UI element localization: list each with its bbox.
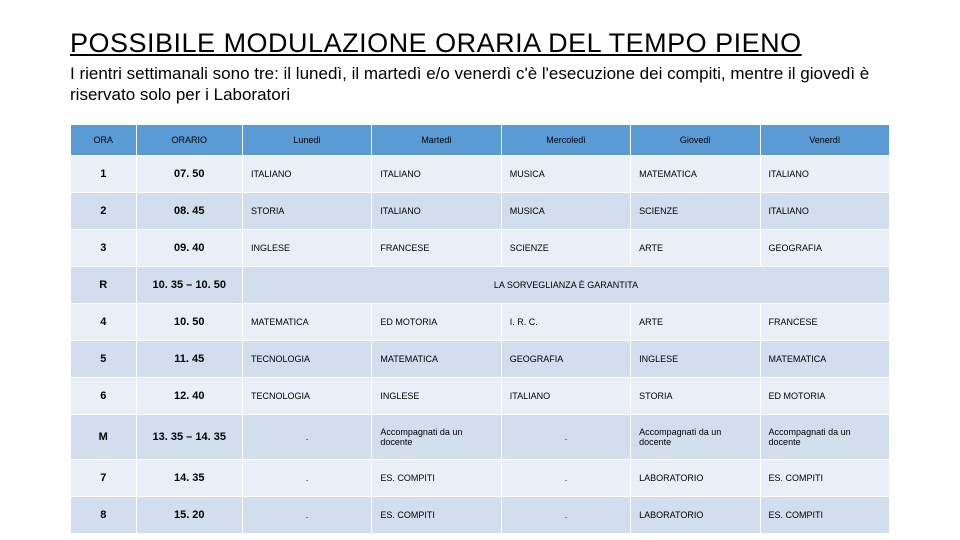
cell-ora: 5 — [71, 340, 137, 377]
col-header: Lunedì — [242, 124, 371, 155]
cell-orario: 08. 45 — [136, 192, 242, 229]
cell-subject: ITALIANO — [372, 155, 501, 192]
cell-subject: MATEMATICA — [631, 155, 760, 192]
page-title: POSSIBILE MODULAZIONE ORARIA DEL TEMPO P… — [70, 28, 890, 59]
cell-subject: . — [242, 496, 371, 533]
cell-ora: 7 — [71, 459, 137, 496]
cell-subject: INGLESE — [631, 340, 760, 377]
cell-orario: 11. 45 — [136, 340, 242, 377]
table-row: 410. 50MATEMATICAED MOTORIAI. R. C.ARTEF… — [71, 303, 890, 340]
table-row: M13. 35 – 14. 35.Accompagnati da un doce… — [71, 414, 890, 459]
cell-ora: R — [71, 266, 137, 303]
cell-subject: ARTE — [631, 303, 760, 340]
cell-subject: MUSICA — [501, 155, 630, 192]
cell-span-note: LA SORVEGLIANZA È GARANTITA — [242, 266, 889, 303]
cell-subject: INGLESE — [242, 229, 371, 266]
cell-subject: ED MOTORIA — [372, 303, 501, 340]
cell-subject: ES. COMPITI — [372, 459, 501, 496]
cell-subject: ITALIANO — [501, 377, 630, 414]
table-row: 107. 50ITALIANOITALIANOMUSICAMATEMATICAI… — [71, 155, 890, 192]
cell-subject: . — [242, 459, 371, 496]
cell-subject: ARTE — [631, 229, 760, 266]
cell-subject: GEOGRAFIA — [760, 229, 889, 266]
cell-subject: SCIENZE — [501, 229, 630, 266]
table-header: ORA ORARIO Lunedì Martedì Mercoledì Giov… — [71, 124, 890, 155]
table-row: 208. 45STORIAITALIANOMUSICASCIENZEITALIA… — [71, 192, 890, 229]
cell-subject: ES. COMPITI — [760, 496, 889, 533]
col-header: ORA — [71, 124, 137, 155]
cell-subject: I. R. C. — [501, 303, 630, 340]
table-row: 815. 20.ES. COMPITI.LABORATORIOES. COMPI… — [71, 496, 890, 533]
cell-subject: STORIA — [631, 377, 760, 414]
table-row: 309. 40INGLESEFRANCESESCIENZEARTEGEOGRAF… — [71, 229, 890, 266]
col-header: Martedì — [372, 124, 501, 155]
col-header: Mercoledì — [501, 124, 630, 155]
cell-subject: ITALIANO — [242, 155, 371, 192]
cell-subject: LABORATORIO — [631, 496, 760, 533]
cell-subject: MATEMATICA — [372, 340, 501, 377]
cell-subject: Accompagnati da un docente — [760, 414, 889, 459]
cell-subject: FRANCESE — [760, 303, 889, 340]
cell-subject: INGLESE — [372, 377, 501, 414]
cell-orario: 09. 40 — [136, 229, 242, 266]
cell-orario: 07. 50 — [136, 155, 242, 192]
cell-orario: 12. 40 — [136, 377, 242, 414]
cell-orario: 10. 35 – 10. 50 — [136, 266, 242, 303]
cell-subject: FRANCESE — [372, 229, 501, 266]
cell-orario: 15. 20 — [136, 496, 242, 533]
table-row: 511. 45TECNOLOGIAMATEMATICAGEOGRAFIAINGL… — [71, 340, 890, 377]
cell-ora: 1 — [71, 155, 137, 192]
cell-subject: ES. COMPITI — [760, 459, 889, 496]
cell-ora: 8 — [71, 496, 137, 533]
cell-ora: 3 — [71, 229, 137, 266]
cell-subject: ES. COMPITI — [372, 496, 501, 533]
cell-orario: 10. 50 — [136, 303, 242, 340]
cell-orario: 14. 35 — [136, 459, 242, 496]
cell-subject: Accompagnati da un docente — [631, 414, 760, 459]
table-row: 612. 40TECNOLOGIAINGLESEITALIANOSTORIAED… — [71, 377, 890, 414]
cell-subject: ITALIANO — [760, 155, 889, 192]
cell-subject: GEOGRAFIA — [501, 340, 630, 377]
col-header: Giovedì — [631, 124, 760, 155]
cell-subject: Accompagnati da un docente — [372, 414, 501, 459]
cell-subject: MATEMATICA — [760, 340, 889, 377]
cell-subject: MUSICA — [501, 192, 630, 229]
col-header: ORARIO — [136, 124, 242, 155]
cell-subject: . — [242, 414, 371, 459]
cell-subject: . — [501, 414, 630, 459]
cell-ora: 4 — [71, 303, 137, 340]
cell-ora: 2 — [71, 192, 137, 229]
cell-subject: SCIENZE — [631, 192, 760, 229]
cell-subject: STORIA — [242, 192, 371, 229]
table-row: R10. 35 – 10. 50LA SORVEGLIANZA È GARANT… — [71, 266, 890, 303]
cell-orario: 13. 35 – 14. 35 — [136, 414, 242, 459]
cell-subject: . — [501, 459, 630, 496]
cell-ora: 6 — [71, 377, 137, 414]
cell-subject: ED MOTORIA — [760, 377, 889, 414]
cell-subject: ITALIANO — [760, 192, 889, 229]
page-subtitle: I rientri settimanali sono tre: il luned… — [70, 63, 890, 106]
cell-subject: MATEMATICA — [242, 303, 371, 340]
cell-subject: TECNOLOGIA — [242, 377, 371, 414]
cell-subject: TECNOLOGIA — [242, 340, 371, 377]
cell-subject: LABORATORIO — [631, 459, 760, 496]
col-header: Venerdì — [760, 124, 889, 155]
cell-subject: . — [501, 496, 630, 533]
table-body: 107. 50ITALIANOITALIANOMUSICAMATEMATICAI… — [71, 155, 890, 533]
table-row: 714. 35.ES. COMPITI.LABORATORIOES. COMPI… — [71, 459, 890, 496]
schedule-table: ORA ORARIO Lunedì Martedì Mercoledì Giov… — [70, 124, 890, 534]
cell-subject: ITALIANO — [372, 192, 501, 229]
cell-ora: M — [71, 414, 137, 459]
